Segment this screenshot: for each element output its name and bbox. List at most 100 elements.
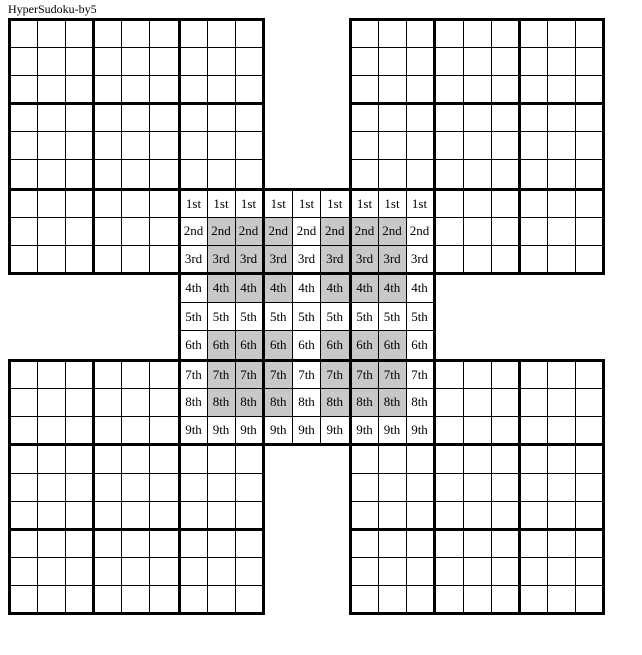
sudoku-cell[interactable] xyxy=(10,360,38,388)
sudoku-cell[interactable]: 6th xyxy=(263,331,293,361)
sudoku-cell[interactable] xyxy=(464,132,492,160)
sudoku-cell[interactable] xyxy=(492,474,520,502)
sudoku-cell[interactable]: 8th xyxy=(321,388,351,416)
sudoku-cell[interactable] xyxy=(38,558,66,586)
sudoku-cell[interactable]: 6th xyxy=(235,331,263,361)
sudoku-cell[interactable] xyxy=(94,217,122,245)
sudoku-cell[interactable] xyxy=(38,245,66,273)
sudoku-cell[interactable] xyxy=(520,502,548,530)
sudoku-cell[interactable] xyxy=(179,48,207,76)
sudoku-cell[interactable] xyxy=(150,444,180,474)
sudoku-cell[interactable] xyxy=(520,104,548,132)
sudoku-cell[interactable] xyxy=(66,474,94,502)
sudoku-cell[interactable] xyxy=(434,558,464,586)
sudoku-cell[interactable] xyxy=(406,132,434,160)
sudoku-cell[interactable] xyxy=(576,586,604,614)
sudoku-cell[interactable] xyxy=(492,20,520,48)
sudoku-cell[interactable] xyxy=(492,416,520,444)
sudoku-cell[interactable] xyxy=(150,48,180,76)
sudoku-cell[interactable] xyxy=(150,388,180,416)
sudoku-cell[interactable] xyxy=(576,416,604,444)
sudoku-cell[interactable] xyxy=(179,502,207,530)
sudoku-cell[interactable] xyxy=(406,586,434,614)
sudoku-cell[interactable] xyxy=(179,20,207,48)
sudoku-cell[interactable] xyxy=(350,586,378,614)
sudoku-cell[interactable] xyxy=(235,160,263,190)
sudoku-cell[interactable] xyxy=(378,530,406,558)
sudoku-cell[interactable] xyxy=(66,132,94,160)
sudoku-cell[interactable] xyxy=(38,48,66,76)
sudoku-cell[interactable] xyxy=(434,76,464,104)
sudoku-cell[interactable] xyxy=(150,558,180,586)
sudoku-cell[interactable] xyxy=(520,416,548,444)
sudoku-cell[interactable] xyxy=(94,245,122,273)
sudoku-cell[interactable] xyxy=(179,76,207,104)
sudoku-cell[interactable] xyxy=(235,48,263,76)
sudoku-cell[interactable] xyxy=(548,360,576,388)
sudoku-cell[interactable] xyxy=(492,530,520,558)
sudoku-cell[interactable] xyxy=(66,388,94,416)
sudoku-cell[interactable] xyxy=(38,416,66,444)
sudoku-cell[interactable] xyxy=(10,20,38,48)
sudoku-cell[interactable] xyxy=(434,474,464,502)
sudoku-cell[interactable]: 4th xyxy=(321,273,351,303)
sudoku-cell[interactable] xyxy=(179,160,207,190)
sudoku-cell[interactable] xyxy=(434,160,464,190)
sudoku-cell[interactable] xyxy=(122,416,150,444)
sudoku-cell[interactable]: 3rd xyxy=(263,245,293,273)
sudoku-cell[interactable]: 3rd xyxy=(179,245,207,273)
sudoku-cell[interactable] xyxy=(38,530,66,558)
sudoku-cell[interactable] xyxy=(66,416,94,444)
sudoku-cell[interactable] xyxy=(122,48,150,76)
sudoku-cell[interactable] xyxy=(576,444,604,474)
sudoku-cell[interactable] xyxy=(576,474,604,502)
sudoku-cell[interactable] xyxy=(406,20,434,48)
sudoku-cell[interactable]: 1st xyxy=(207,189,235,217)
sudoku-cell[interactable] xyxy=(548,245,576,273)
sudoku-cell[interactable] xyxy=(207,104,235,132)
sudoku-cell[interactable] xyxy=(378,48,406,76)
sudoku-cell[interactable] xyxy=(434,48,464,76)
sudoku-cell[interactable] xyxy=(207,474,235,502)
sudoku-cell[interactable] xyxy=(576,160,604,190)
sudoku-cell[interactable] xyxy=(464,104,492,132)
sudoku-cell[interactable]: 3rd xyxy=(378,245,406,273)
sudoku-cell[interactable] xyxy=(576,76,604,104)
sudoku-cell[interactable] xyxy=(434,20,464,48)
sudoku-cell[interactable]: 7th xyxy=(235,360,263,388)
sudoku-cell[interactable]: 8th xyxy=(406,388,434,416)
sudoku-cell[interactable] xyxy=(350,160,378,190)
sudoku-cell[interactable] xyxy=(378,76,406,104)
sudoku-cell[interactable]: 7th xyxy=(207,360,235,388)
sudoku-cell[interactable] xyxy=(38,217,66,245)
sudoku-cell[interactable]: 2nd xyxy=(263,217,293,245)
sudoku-cell[interactable] xyxy=(350,558,378,586)
sudoku-cell[interactable] xyxy=(94,502,122,530)
sudoku-cell[interactable] xyxy=(38,20,66,48)
sudoku-cell[interactable] xyxy=(492,558,520,586)
sudoku-cell[interactable]: 9th xyxy=(350,416,378,444)
sudoku-cell[interactable] xyxy=(179,586,207,614)
sudoku-cell[interactable] xyxy=(150,502,180,530)
sudoku-cell[interactable] xyxy=(378,160,406,190)
sudoku-cell[interactable] xyxy=(38,502,66,530)
sudoku-cell[interactable]: 9th xyxy=(321,416,351,444)
sudoku-cell[interactable] xyxy=(464,444,492,474)
sudoku-cell[interactable] xyxy=(350,20,378,48)
sudoku-cell[interactable]: 5th xyxy=(350,303,378,331)
sudoku-cell[interactable]: 5th xyxy=(207,303,235,331)
sudoku-cell[interactable] xyxy=(520,76,548,104)
sudoku-cell[interactable] xyxy=(520,189,548,217)
sudoku-cell[interactable]: 3rd xyxy=(321,245,351,273)
sudoku-cell[interactable] xyxy=(235,104,263,132)
sudoku-cell[interactable]: 9th xyxy=(179,416,207,444)
sudoku-cell[interactable] xyxy=(66,76,94,104)
sudoku-cell[interactable] xyxy=(464,388,492,416)
sudoku-cell[interactable] xyxy=(10,530,38,558)
sudoku-cell[interactable]: 2nd xyxy=(378,217,406,245)
sudoku-cell[interactable] xyxy=(10,104,38,132)
sudoku-cell[interactable] xyxy=(38,160,66,190)
sudoku-cell[interactable] xyxy=(150,245,180,273)
sudoku-cell[interactable] xyxy=(94,388,122,416)
sudoku-cell[interactable] xyxy=(548,416,576,444)
